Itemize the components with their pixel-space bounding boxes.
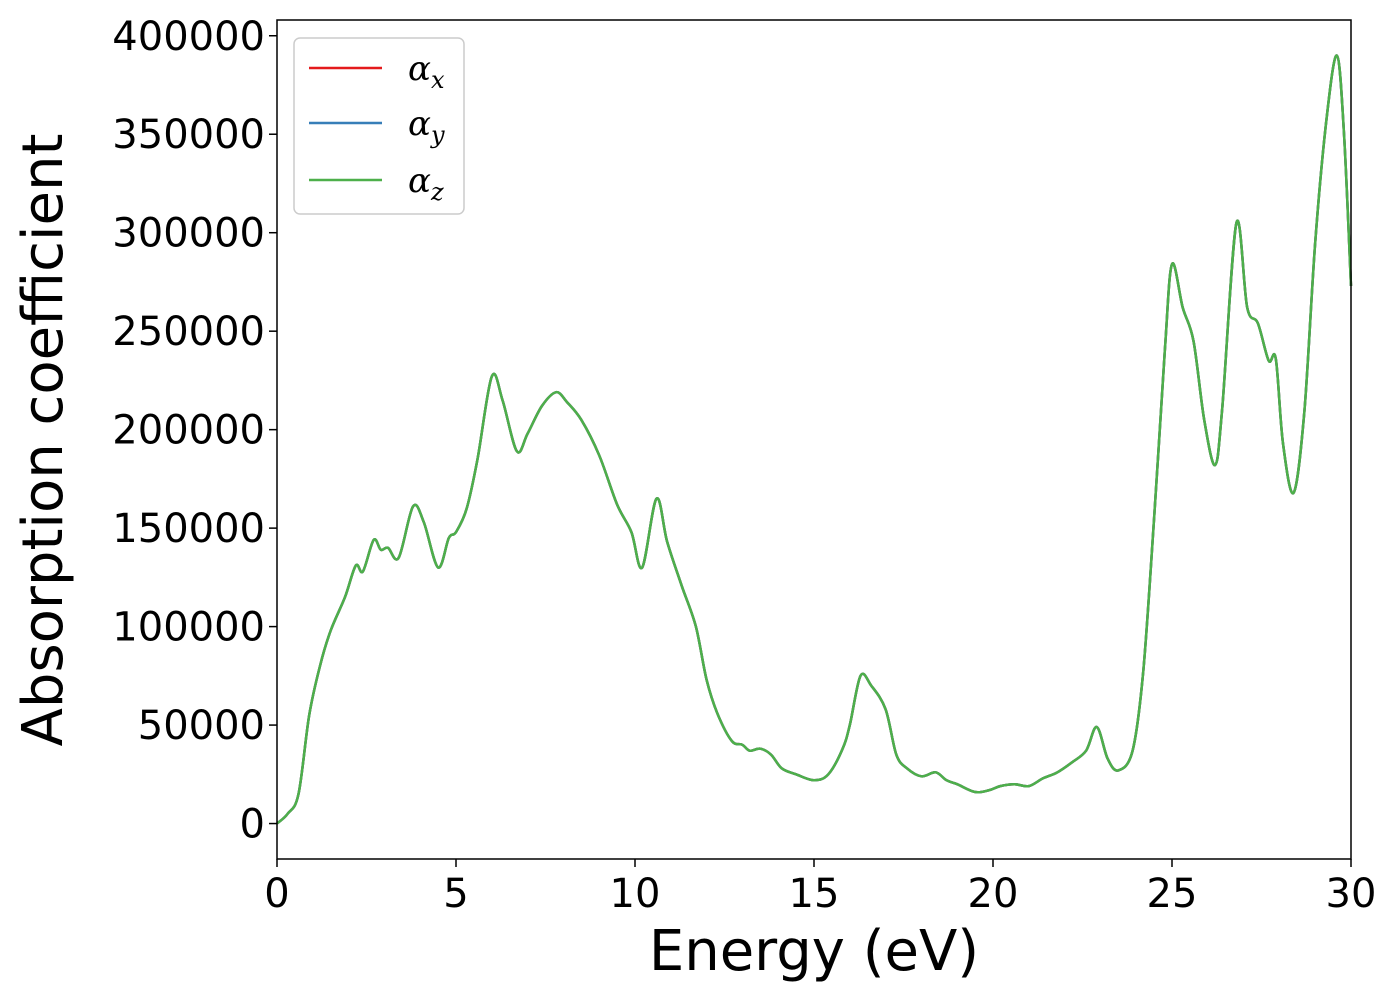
x-tick-label: 5 xyxy=(443,871,468,917)
x-tick-label: 30 xyxy=(1326,871,1377,917)
x-tick-label: 25 xyxy=(1147,871,1198,917)
series-lines xyxy=(276,54,1353,825)
legend-label-x: αx xyxy=(408,49,445,94)
legend-box xyxy=(293,37,465,215)
y-tick-label: 200000 xyxy=(112,408,265,454)
y-tick-label: 50000 xyxy=(138,703,265,749)
legend-label-z: αz xyxy=(408,161,444,206)
x-tick-label: 0 xyxy=(264,871,289,917)
x-tick-label: 15 xyxy=(789,871,840,917)
x-axis-label: Energy (eV) xyxy=(649,919,979,984)
series-line-alpha-z xyxy=(276,54,1353,825)
y-axis-label: Absorption coefficient xyxy=(11,134,76,747)
x-tick-label: 10 xyxy=(610,871,661,917)
y-tick-label: 350000 xyxy=(112,112,265,158)
y-tick-label: 0 xyxy=(240,802,265,848)
y-tick-label: 150000 xyxy=(112,506,265,552)
y-axis-ticks: 0 50000 100000 150000 200000 250000 300000 3500… xyxy=(112,14,277,848)
y-tick-label: 250000 xyxy=(112,309,265,355)
x-tick-label: 20 xyxy=(968,871,1019,917)
y-tick-label: 300000 xyxy=(112,211,265,257)
y-tick-label: 400000 xyxy=(112,14,265,60)
x-axis-ticks: 0 5 10 15 20 25 30 xyxy=(264,859,1376,917)
legend-label-y: αy xyxy=(408,104,445,149)
y-tick-label: 100000 xyxy=(112,605,265,651)
legend: αx αy αz xyxy=(293,37,465,215)
